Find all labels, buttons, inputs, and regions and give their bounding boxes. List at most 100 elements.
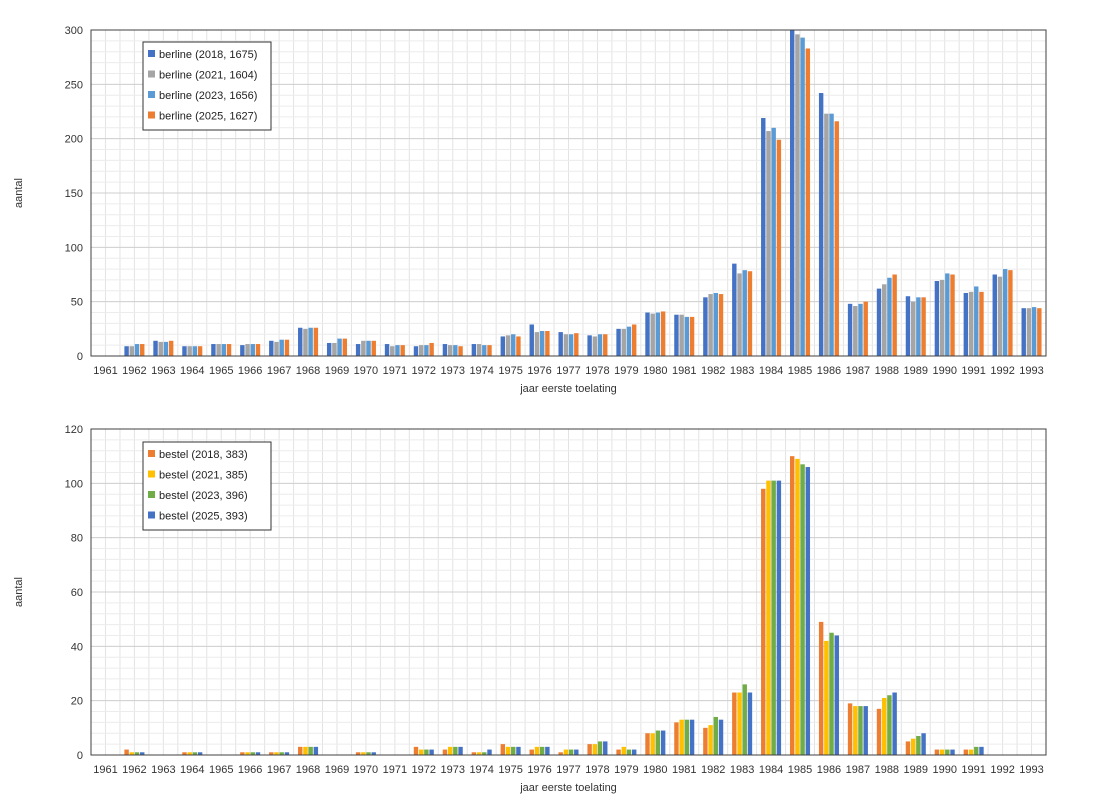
bar-1-3-1970 [371, 752, 376, 755]
bar-1-0-1983 [732, 692, 737, 755]
bar-0-0-1986 [818, 93, 824, 356]
bar-0-1-1984 [766, 131, 771, 356]
bar-0-0-1975 [500, 336, 506, 356]
bar-1-3-1975 [516, 746, 521, 755]
bar-0-2-1978 [597, 334, 603, 356]
y-tick-label: 200 [65, 134, 83, 146]
bar-0-0-1982 [703, 297, 708, 356]
bar-1-2-1986 [829, 632, 834, 755]
bar-0-3-1989 [921, 297, 926, 356]
bar-0-1-1976 [534, 332, 540, 356]
y-tick-label: 100 [65, 242, 83, 254]
bar-1-3-1979 [631, 749, 637, 755]
bar-1-3-1976 [545, 746, 550, 755]
bar-0-1-1987 [853, 306, 858, 356]
bar-0-2-1980 [655, 312, 661, 356]
bar-0-2-1976 [539, 331, 545, 356]
bar-1-0-1988 [876, 708, 882, 755]
bar-1-2-1985 [800, 464, 805, 755]
bar-0-2-1964 [192, 346, 198, 356]
bar-0-0-1984 [761, 118, 766, 357]
y-tick-label: 100 [65, 478, 83, 490]
bar-0-2-1985 [800, 37, 805, 357]
x-tick-label: 1986 [817, 764, 841, 776]
x-tick-label: 1971 [383, 365, 407, 377]
bar-0-3-1981 [689, 316, 695, 356]
bar-1-0-1980 [645, 733, 650, 755]
bar-0-3-1970 [371, 340, 376, 356]
bar-0-3-1971 [400, 345, 405, 356]
bar-1-1-1980 [650, 733, 655, 755]
bar-0-0-1974 [471, 344, 477, 356]
bar-1-1-1967 [274, 752, 279, 755]
bar-0-0-1990 [934, 281, 940, 356]
bar-1-0-1962 [124, 749, 129, 755]
bar-0-2-1969 [337, 338, 342, 356]
bar-1-3-1986 [834, 635, 839, 755]
bar-0-1-1967 [274, 341, 279, 356]
bar-1-2-1967 [279, 752, 284, 755]
bar-0-1-1968 [303, 328, 308, 356]
bar-1-1-1979 [621, 746, 626, 755]
x-tick-label: 1976 [527, 365, 551, 377]
bar-1-3-1990 [950, 749, 955, 755]
bar-0-1-1972 [418, 345, 424, 356]
x-tick-label: 1991 [961, 365, 985, 377]
x-tick-label: 1963 [151, 764, 175, 776]
x-tick-label: 1970 [354, 365, 378, 377]
bar-1-2-1987 [858, 706, 863, 755]
bar-0-1-1979 [621, 328, 626, 356]
bar-0-2-1971 [395, 345, 400, 356]
bar-1-3-1973 [458, 746, 463, 755]
bar-1-0-1986 [818, 621, 824, 755]
bar-1-2-1983 [742, 684, 747, 755]
bar-1-2-1973 [453, 746, 458, 755]
legend-swatch [148, 111, 155, 119]
bar-0-2-1991 [974, 286, 979, 356]
bar-1-3-1964 [197, 752, 203, 755]
x-tick-label: 1968 [296, 764, 320, 776]
bar-1-2-1972 [424, 749, 429, 755]
bar-1-2-1991 [974, 746, 979, 755]
bar-0-0-1983 [732, 263, 737, 356]
bar-0-2-1970 [366, 340, 371, 356]
bar-0-1-1973 [447, 345, 453, 356]
bar-0-1-1985 [795, 34, 800, 356]
x-tick-label: 1990 [932, 365, 956, 377]
bar-0-2-1963 [163, 341, 169, 356]
y-tick-label: 0 [77, 750, 83, 762]
bar-1-2-1962 [134, 752, 140, 755]
x-tick-label: 1972 [412, 764, 436, 776]
x-tick-label: 1982 [701, 764, 725, 776]
bar-0-2-1984 [771, 127, 776, 356]
bar-0-3-1993 [1037, 308, 1042, 356]
x-tick-label: 1967 [267, 365, 291, 377]
bar-0-3-1983 [747, 271, 753, 356]
bar-1-1-1982 [708, 725, 713, 755]
x-tick-label: 1979 [614, 365, 638, 377]
bar-1-2-1990 [945, 749, 950, 755]
bar-0-2-1966 [250, 344, 255, 356]
x-tick-label: 1976 [527, 764, 551, 776]
x-tick-label: 1987 [846, 365, 870, 377]
y-tick-label: 0 [77, 351, 83, 363]
x-tick-label: 1972 [412, 365, 436, 377]
x-tick-label: 1977 [556, 365, 580, 377]
chart-berline: 0 50 100 150 200 250 300 1961 1962 1963 1964 1965 19… [13, 25, 1047, 395]
x-tick-label: 1974 [469, 764, 493, 776]
bar-0-0-1979 [616, 328, 621, 356]
bar-1-2-1977 [568, 749, 574, 755]
bar-0-1-1993 [1026, 308, 1032, 356]
chart-berline-svg: 0 50 100 150 200 250 300 1961 1962 1963 1964 1965 19… [13, 25, 1047, 395]
bar-1-0-1974 [471, 752, 477, 755]
legend: bestel (2018, 383) bestel (2021, 385) best… [142, 441, 272, 531]
legend-label: berline (2018, 1675) [159, 49, 257, 61]
bar-1-2-1982 [713, 716, 719, 755]
bar-0-3-1991 [979, 291, 984, 356]
bar-1-3-1981 [689, 719, 695, 755]
bar-0-0-1971 [384, 344, 390, 356]
legend-label: bestel (2021, 385) [159, 470, 248, 482]
bar-1-3-1977 [574, 749, 579, 755]
bar-0-0-1962 [124, 346, 129, 356]
bar-1-3-1967 [284, 752, 290, 755]
